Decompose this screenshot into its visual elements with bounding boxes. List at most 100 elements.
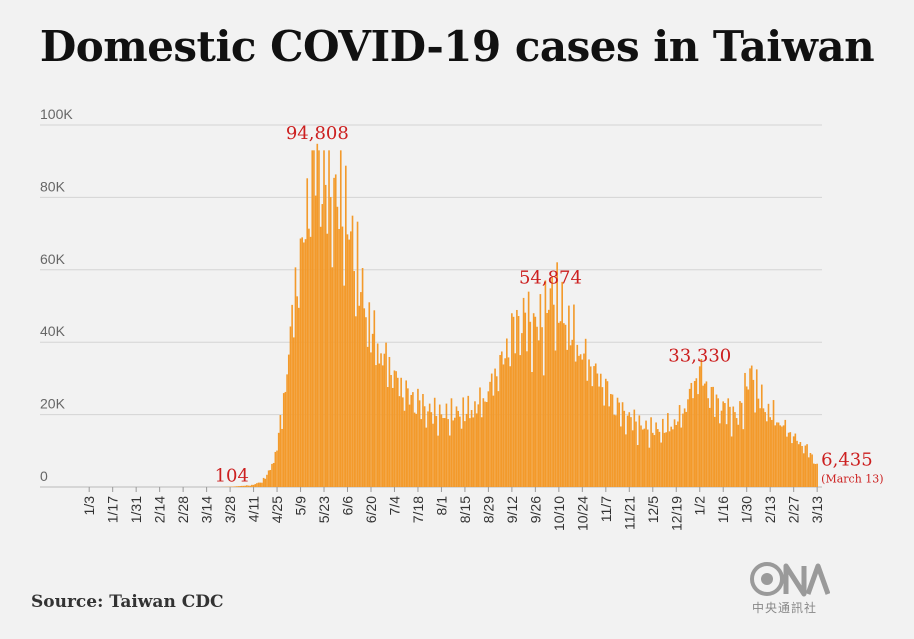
daily-bar <box>388 356 391 487</box>
daily-bar <box>465 413 468 487</box>
daily-bar <box>672 429 674 487</box>
annotations: 104 94,808 54,874 33,330 6,435 (March 13) <box>215 123 884 487</box>
daily-bar <box>811 454 813 487</box>
daily-bar <box>313 150 315 487</box>
daily-bar <box>680 427 683 487</box>
daily-bar <box>507 357 510 487</box>
daily-bar <box>240 485 243 487</box>
daily-bar <box>346 234 349 487</box>
daily-bar <box>656 429 659 487</box>
x-tick-label: 9/12 <box>504 496 520 523</box>
daily-bar <box>477 404 480 487</box>
daily-bar <box>398 396 401 487</box>
daily-bar <box>524 312 527 487</box>
daily-bar <box>440 414 443 487</box>
daily-bar <box>568 305 570 487</box>
x-tick-label: 6/20 <box>363 496 379 523</box>
daily-bar <box>289 326 292 487</box>
daily-bar <box>542 375 545 487</box>
daily-bar <box>287 354 290 487</box>
daily-bar <box>282 393 285 487</box>
daily-bar <box>735 418 738 487</box>
daily-bar <box>749 368 751 487</box>
daily-bar <box>764 412 766 487</box>
x-tick-label: 1/17 <box>105 496 121 523</box>
daily-bar <box>732 406 735 487</box>
x-tick-label: 11/21 <box>621 496 637 530</box>
daily-bar <box>643 428 646 487</box>
daily-bar <box>574 361 577 487</box>
daily-bar <box>333 177 335 487</box>
daily-bar <box>697 394 699 487</box>
daily-bar <box>596 373 599 487</box>
daily-bar <box>588 359 590 487</box>
daily-bar <box>405 380 407 487</box>
daily-bar <box>799 442 802 487</box>
daily-bar <box>334 174 337 487</box>
daily-bar <box>294 267 297 487</box>
daily-bar <box>363 308 366 487</box>
daily-bar <box>252 484 255 487</box>
daily-bar <box>757 398 760 487</box>
daily-bar <box>492 395 495 487</box>
daily-bar <box>242 485 245 487</box>
daily-bar <box>742 429 745 487</box>
daily-bar <box>432 423 434 487</box>
daily-bar <box>651 432 654 487</box>
daily-bar <box>782 425 785 487</box>
daily-bar <box>547 309 550 487</box>
daily-bar <box>495 376 498 487</box>
daily-bar <box>613 414 615 487</box>
y-tick-label: 40K <box>40 323 66 339</box>
daily-bar <box>673 419 676 487</box>
daily-bar <box>303 242 305 487</box>
x-axis-labels: 1/3 1/17 1/31 2/14 2/28 3/14 3/28 4/11 4/25 5/9 5/… <box>81 496 825 531</box>
daily-bar <box>569 345 572 487</box>
daily-bar <box>541 327 543 487</box>
daily-bar <box>276 450 278 487</box>
daily-bar <box>719 423 721 487</box>
y-tick-label: 100K <box>40 106 73 122</box>
daily-bar <box>259 482 262 487</box>
daily-bar <box>712 386 714 487</box>
daily-bar <box>779 425 782 487</box>
daily-bar <box>338 228 340 487</box>
x-tick-label: 2/27 <box>786 496 802 523</box>
daily-bar <box>809 453 812 487</box>
daily-bar <box>358 305 361 487</box>
daily-bar <box>311 150 314 487</box>
daily-bar <box>348 239 350 487</box>
daily-bar <box>267 470 270 487</box>
daily-bar <box>531 372 533 487</box>
daily-bar <box>266 474 268 487</box>
y-tick-label: 0 <box>40 468 48 484</box>
daily-bar <box>410 394 413 487</box>
daily-bar <box>598 386 600 487</box>
daily-bar <box>328 150 330 487</box>
daily-bar <box>306 178 309 487</box>
daily-bar <box>271 463 273 487</box>
daily-bar <box>391 387 394 487</box>
x-tick-label: 4/11 <box>246 496 262 522</box>
daily-bar <box>274 451 277 487</box>
daily-bar <box>351 215 354 487</box>
daily-bar <box>616 397 619 487</box>
daily-bar <box>344 165 347 487</box>
x-tick-label: 2/28 <box>175 496 191 523</box>
daily-bar <box>787 432 790 487</box>
daily-bar <box>546 313 548 487</box>
daily-bar <box>277 432 280 487</box>
daily-bar <box>760 384 763 487</box>
daily-bar <box>355 316 357 487</box>
daily-bar <box>521 333 523 487</box>
daily-bar <box>566 349 569 487</box>
daily-bar <box>529 321 532 487</box>
x-tick-label: 2/14 <box>152 496 168 523</box>
daily-bar <box>381 365 384 487</box>
daily-bar <box>534 316 537 487</box>
daily-bar <box>448 435 451 487</box>
daily-bar <box>326 233 329 487</box>
daily-bar <box>479 387 481 487</box>
daily-bar <box>734 412 736 487</box>
daily-bar <box>792 436 795 487</box>
